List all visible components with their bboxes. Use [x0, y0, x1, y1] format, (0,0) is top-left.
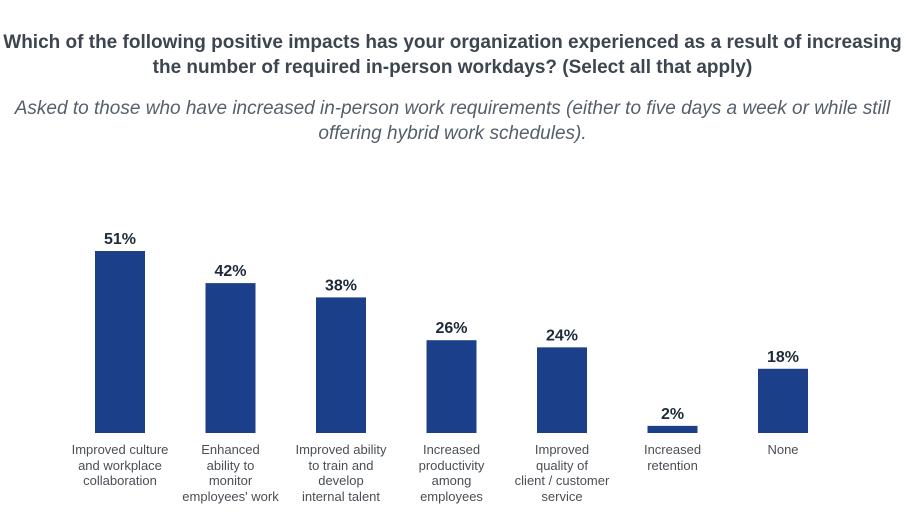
bar-2	[316, 297, 366, 433]
category-label-6: None	[767, 442, 799, 457]
data-label-2: 38%	[325, 277, 357, 294]
data-label-5: 2%	[661, 406, 684, 423]
data-label-6: 18%	[767, 349, 799, 366]
category-label-2: Improved ability to train and develop inter…	[295, 442, 387, 504]
category-label-1: Enhanced ability to monitor employees' work	[182, 442, 279, 504]
data-label-4: 24%	[546, 327, 578, 344]
bar-6	[758, 368, 808, 433]
bar-4	[537, 347, 587, 433]
bar-3	[426, 340, 477, 433]
data-label-1: 42%	[214, 263, 246, 280]
data-label-3: 26%	[435, 320, 467, 337]
bar-5	[647, 425, 698, 433]
chart-title: Which of the following positive impacts …	[3, 32, 902, 78]
data-label-0: 51%	[104, 231, 136, 248]
category-label-5: Increased retention	[643, 442, 702, 473]
category-label-3: Increased productivity among employees	[418, 442, 485, 504]
bar-0	[95, 251, 145, 433]
bar-1	[205, 283, 256, 433]
category-label-4: Improved quality of client / customer servi…	[514, 442, 610, 504]
category-label-0: Improved culture and workplace collaborati…	[71, 442, 169, 488]
chart-subtitle: Asked to those who have increased in-per…	[14, 98, 891, 144]
